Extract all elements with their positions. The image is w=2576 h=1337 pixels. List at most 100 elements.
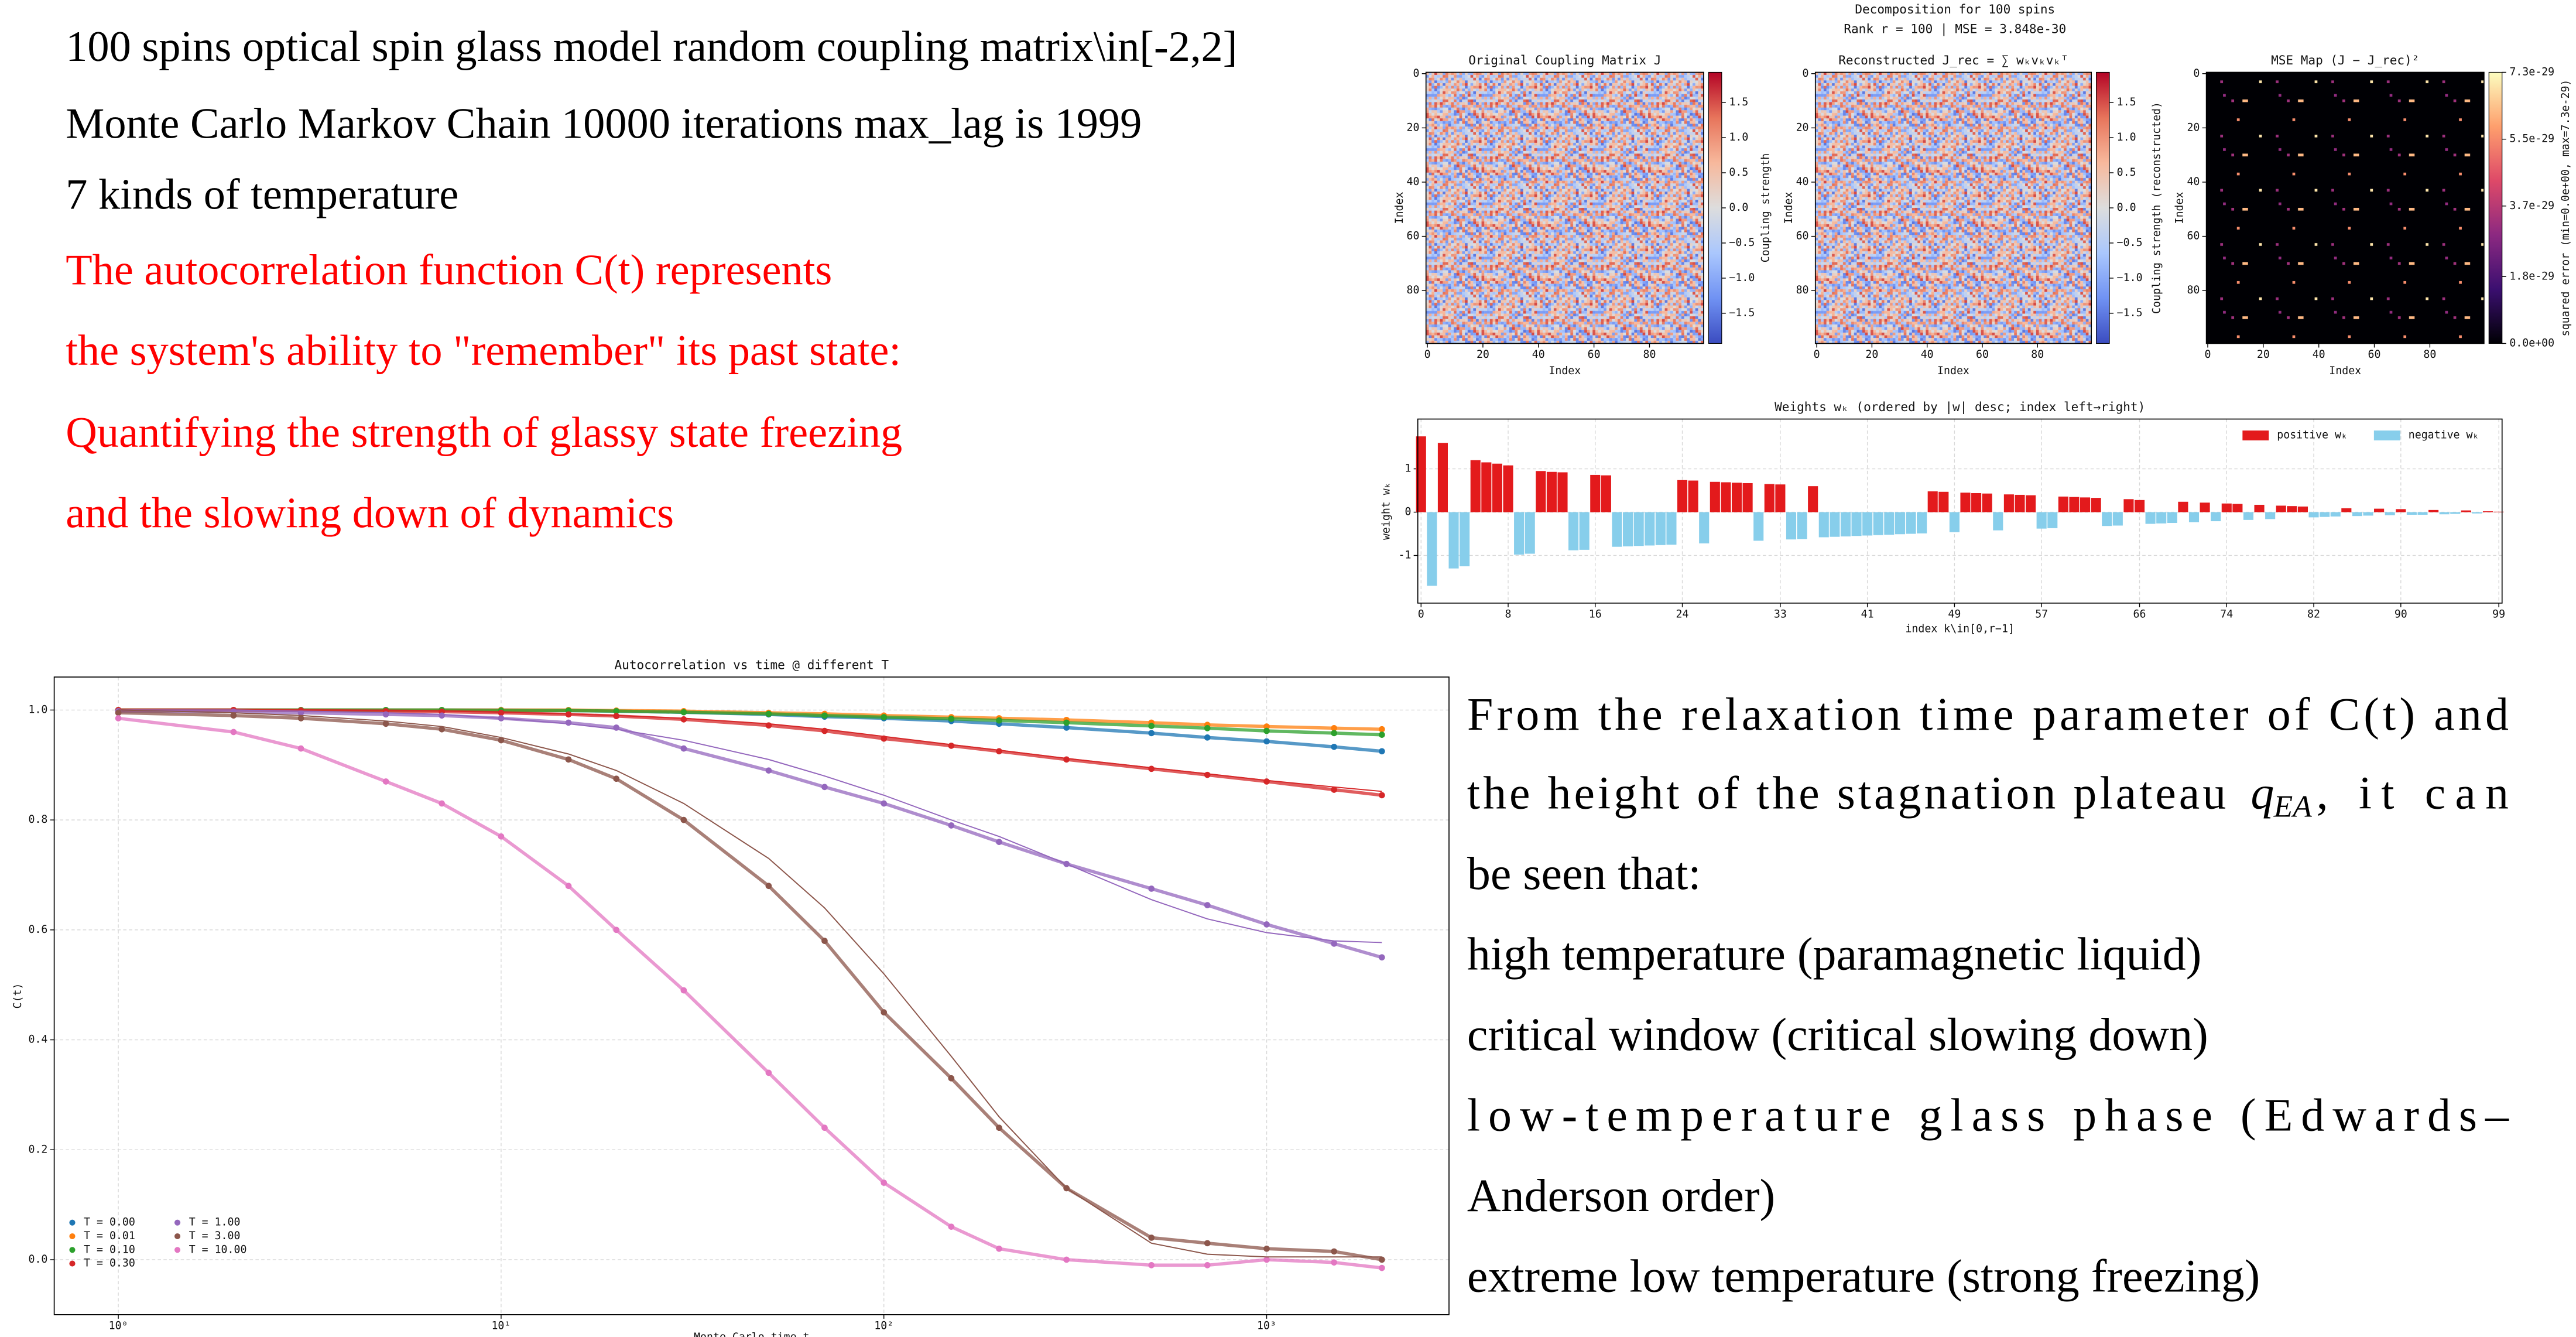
x-tick-label: 60 bbox=[1588, 348, 1601, 361]
bar bbox=[2015, 494, 2025, 512]
colorbar bbox=[1708, 71, 1722, 344]
data-point bbox=[765, 710, 772, 717]
data-point bbox=[1331, 787, 1337, 793]
data-point bbox=[1148, 730, 1155, 737]
colorbar-tick-label: 1.0 bbox=[2117, 131, 2136, 143]
x-tick-label: 57 bbox=[2035, 608, 2048, 620]
data-point bbox=[680, 709, 687, 716]
legend-marker bbox=[69, 1247, 76, 1253]
data-point bbox=[1204, 1240, 1211, 1247]
legend-label: negative wₖ bbox=[2409, 429, 2479, 442]
bar bbox=[2265, 512, 2276, 519]
colorbar-tick-label: 0.0e+00 bbox=[2509, 337, 2554, 349]
bar bbox=[1906, 512, 1916, 534]
conclusion-line: the height of the stagnation plateau q E… bbox=[1467, 768, 2509, 827]
bar bbox=[1645, 512, 1655, 546]
data-point bbox=[115, 709, 122, 716]
colorbar-tick-label: 0.0 bbox=[2117, 201, 2136, 214]
data-point bbox=[439, 800, 445, 807]
y-tick-label: 0.8 bbox=[28, 813, 47, 826]
data-point bbox=[565, 719, 572, 726]
conclusion-text: the height of the stagnation plateau bbox=[1467, 768, 2226, 819]
bar bbox=[1416, 436, 1426, 512]
bar bbox=[2472, 512, 2482, 514]
data-point bbox=[996, 748, 1002, 755]
colorbar-tick-label: 1.5 bbox=[2117, 96, 2136, 108]
data-point bbox=[498, 833, 505, 840]
data-point bbox=[1331, 940, 1337, 947]
conclusion-line: critical window (critical slowing down) bbox=[1467, 1009, 2208, 1061]
intro-line: 7 kinds of temperature bbox=[66, 170, 458, 218]
bar bbox=[2188, 512, 2200, 522]
bar bbox=[2385, 512, 2395, 515]
x-tick-label: 82 bbox=[2307, 608, 2320, 620]
colorbar-tick-label: 1.5 bbox=[1729, 96, 1748, 108]
bar bbox=[2123, 499, 2134, 512]
colorbar-tick-label: −1.5 bbox=[1729, 307, 1755, 319]
colorbar-tick-label: 7.3e-29 bbox=[2509, 66, 2554, 78]
bar bbox=[2374, 508, 2385, 512]
x-tick-label: 16 bbox=[1589, 608, 1602, 620]
data-point bbox=[230, 712, 237, 719]
colorbar bbox=[2488, 71, 2503, 344]
bar bbox=[1895, 512, 1905, 535]
y-tick-label: 40 bbox=[1796, 176, 1809, 188]
bar bbox=[1710, 481, 1720, 512]
bar bbox=[1525, 512, 1535, 554]
bar bbox=[1721, 482, 1731, 512]
data-point bbox=[439, 726, 445, 733]
colorbar-tick-label: 0.5 bbox=[2117, 166, 2136, 179]
legend-swatch bbox=[2373, 430, 2400, 441]
bar bbox=[1775, 484, 1786, 512]
highlight-line: The autocorrelation function C(t) repres… bbox=[66, 246, 832, 294]
x-axis-label: index k\in[0,r−1] bbox=[1905, 623, 2014, 635]
colorbar-label: Coupling strength bbox=[1760, 153, 1772, 262]
conclusion-line: low-temperature glass phase (Edwards– bbox=[1467, 1090, 2509, 1141]
data-point bbox=[996, 839, 1002, 845]
figure-title: Decomposition for 100 spins bbox=[1855, 2, 2055, 16]
data-point bbox=[1204, 902, 1211, 908]
x-tick-label: 10³ bbox=[1257, 1319, 1276, 1332]
bar bbox=[1460, 512, 1470, 566]
colorbar-tick-label: 1.0 bbox=[1729, 131, 1748, 143]
y-tick-label: 0.6 bbox=[28, 924, 47, 936]
bar bbox=[2439, 512, 2450, 515]
data-point bbox=[1379, 1256, 1385, 1263]
data-point bbox=[1263, 1245, 1270, 1252]
chart-title: MSE Map (J − J_rec)² bbox=[2271, 53, 2419, 67]
axes-frame bbox=[1417, 418, 2503, 604]
bar bbox=[2352, 512, 2362, 517]
data-point bbox=[1148, 885, 1155, 892]
x-tick-label: 40 bbox=[1921, 348, 1934, 361]
bar bbox=[2461, 510, 2471, 512]
y-axis-label: weight wₖ bbox=[1380, 482, 1392, 540]
data-point bbox=[297, 745, 304, 752]
legend-marker bbox=[69, 1260, 76, 1267]
bar bbox=[1840, 512, 1851, 536]
data-point bbox=[1204, 1262, 1211, 1268]
data-point bbox=[680, 716, 687, 723]
y-tick-label: 0 bbox=[1803, 67, 1809, 80]
bar bbox=[1699, 512, 1710, 543]
data-point bbox=[1379, 792, 1385, 799]
x-tick-label: 99 bbox=[2492, 608, 2505, 620]
x-tick-label: 0 bbox=[1424, 348, 1431, 361]
data-point bbox=[821, 784, 828, 791]
y-tick-label: 60 bbox=[2187, 230, 2200, 242]
symbol: q bbox=[2250, 768, 2274, 819]
data-point bbox=[821, 938, 828, 944]
x-tick-label: 80 bbox=[1643, 348, 1656, 361]
bar bbox=[1884, 512, 1895, 535]
series-line bbox=[118, 716, 1382, 1270]
x-tick-label: 10² bbox=[874, 1319, 893, 1332]
chart-title: Original Coupling Matrix J bbox=[1468, 53, 1661, 67]
bar bbox=[2102, 512, 2112, 526]
data-point bbox=[1063, 724, 1070, 731]
bar bbox=[1427, 512, 1437, 586]
conclusion-line: From the relaxation time parameter of C(… bbox=[1467, 689, 2509, 740]
bar bbox=[2156, 512, 2167, 524]
y-tick-label: 60 bbox=[1796, 230, 1809, 242]
x-tick-label: 40 bbox=[2313, 348, 2325, 361]
bar bbox=[2308, 512, 2319, 518]
chart-title: Reconstructed J_rec = ∑ wₖvₖvₖᵀ bbox=[1838, 53, 2068, 67]
